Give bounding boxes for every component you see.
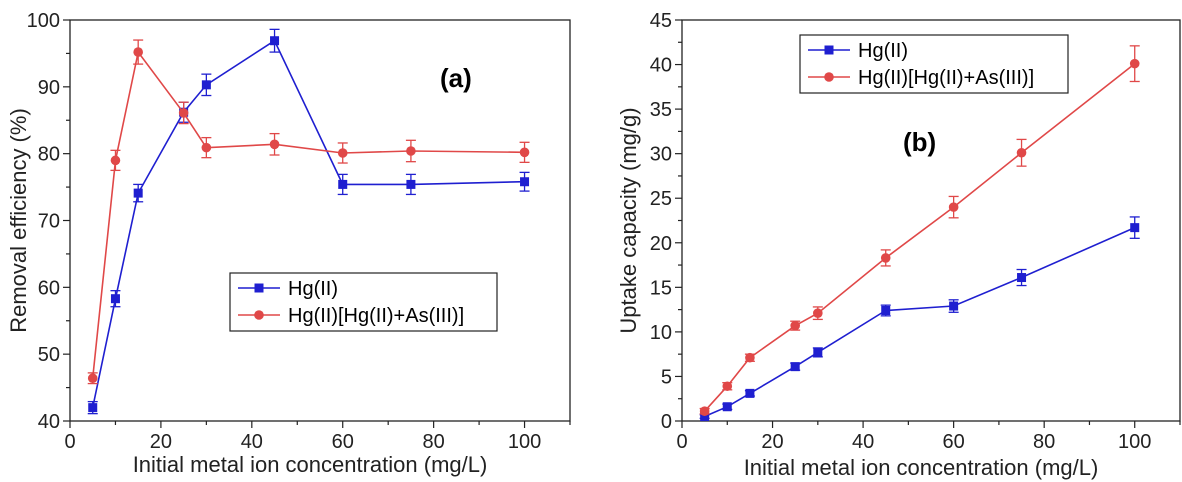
data-point <box>745 388 755 398</box>
data-point <box>201 142 212 153</box>
x-tick-label: 100 <box>1118 431 1151 453</box>
y-tick-label: 40 <box>38 411 60 433</box>
y-tick-label: 45 <box>650 10 672 32</box>
legend: Hg(II) Hg(II)[Hg(II)+As(III)] <box>799 34 1069 94</box>
x-tick-label: 80 <box>1033 431 1055 453</box>
data-point <box>880 253 891 263</box>
data-point <box>88 403 98 413</box>
panel-label: (b) <box>903 127 936 157</box>
x-tick-label: 0 <box>676 431 687 453</box>
y-axis-title: Removal efficiency (%) <box>6 108 31 333</box>
x-tick-label: 0 <box>64 431 75 453</box>
y-tick-label: 5 <box>661 366 672 388</box>
data-point <box>133 47 143 57</box>
data-point <box>519 147 530 158</box>
series-hg-as <box>699 45 1140 416</box>
x-tick-label: 20 <box>761 431 783 453</box>
legend-entry: Hg(II)[Hg(II)+As(III)] <box>858 67 1034 89</box>
x-tick-label: 40 <box>241 431 263 453</box>
y-tick-label: 80 <box>38 144 60 166</box>
data-point <box>1129 58 1140 69</box>
y-tick-label: 60 <box>38 277 60 299</box>
chart-panel-b: 0 20 40 60 80 100 0 5 10 15 20 25 30 35 40 45 Initial me… <box>616 10 1181 480</box>
x-tick-label: 60 <box>332 431 354 453</box>
data-point <box>881 306 891 316</box>
data-point <box>722 381 733 392</box>
data-point <box>406 179 416 189</box>
data-point <box>790 320 800 331</box>
data-point <box>813 308 823 318</box>
legend-box <box>229 272 498 332</box>
panel-label: (a) <box>440 63 472 93</box>
y-tick-label: 40 <box>650 55 672 77</box>
legend-entry: Hg(II) <box>288 278 338 300</box>
data-point <box>1130 223 1140 233</box>
data-point <box>133 188 143 198</box>
series-hg-as <box>87 39 530 385</box>
y-tick-label: 30 <box>650 144 672 166</box>
legend: Hg(II) Hg(II)[Hg(II)+As(III)] <box>229 272 498 332</box>
data-point <box>110 294 120 304</box>
data-point <box>520 177 530 187</box>
legend-marker <box>824 45 834 55</box>
y-tick-label: 20 <box>650 233 672 255</box>
series-line <box>704 226 1136 418</box>
series-line <box>704 63 1136 412</box>
x-tick-label: 40 <box>852 431 874 453</box>
data-point <box>699 406 710 416</box>
y-tick-label: 35 <box>650 99 672 121</box>
legend-entry: Hg(II) <box>858 40 908 62</box>
y-tick-label: 10 <box>650 322 672 344</box>
y-tick-label: 0 <box>661 411 672 433</box>
x-tick-label: 80 <box>423 431 445 453</box>
y-tick-label: 90 <box>38 77 60 99</box>
x-tick-label: 100 <box>508 431 541 453</box>
data-point <box>406 146 416 156</box>
data-point <box>87 373 98 384</box>
data-point <box>270 36 280 46</box>
x-tick-label: 20 <box>150 431 172 453</box>
data-point <box>948 202 959 212</box>
legend-box <box>799 34 1069 94</box>
data-point <box>745 352 755 363</box>
y-tick-label: 70 <box>38 211 60 233</box>
y-tick-label: 15 <box>650 277 672 299</box>
data-point <box>813 347 823 357</box>
plot-frame <box>69 19 571 422</box>
data-point <box>201 80 211 90</box>
data-point <box>1017 273 1027 283</box>
y-tick-label: 50 <box>38 344 60 366</box>
x-tick-label: 60 <box>943 431 965 453</box>
chart-panel-a: 0 20 40 60 80 100 40 50 60 70 80 90 100 Initial metal… <box>6 10 571 477</box>
data-point <box>338 179 348 189</box>
legend-entry: Hg(II)[Hg(II)+As(III)] <box>288 305 464 327</box>
data-point <box>1016 147 1027 158</box>
legend-marker <box>254 310 264 320</box>
data-point <box>700 412 710 422</box>
data-point <box>722 402 732 412</box>
data-point <box>337 148 348 158</box>
y-tick-label: 25 <box>650 188 672 210</box>
x-axis-title: Initial metal ion concentration (mg/L) <box>133 452 488 477</box>
x-axis-title: Initial metal ion concentration (mg/L) <box>744 455 1099 480</box>
y-tick-label: 100 <box>27 10 60 32</box>
series-hg <box>699 216 1140 422</box>
data-point <box>269 139 280 150</box>
data-point <box>949 301 959 311</box>
legend-marker <box>254 283 264 293</box>
legend-marker <box>824 72 834 82</box>
data-point <box>110 155 121 166</box>
series-line <box>91 39 525 408</box>
data-point <box>790 362 800 372</box>
y-axis-title: Uptake capacity (mg/g) <box>616 107 641 333</box>
data-point <box>178 108 189 118</box>
